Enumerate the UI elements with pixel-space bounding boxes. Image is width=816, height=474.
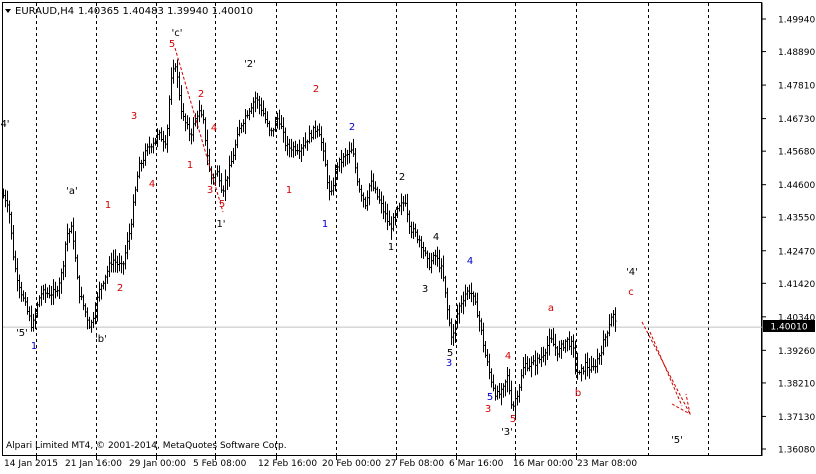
- wave-label[interactable]: 5: [487, 392, 493, 403]
- y-tick-label: 1.42470: [778, 247, 815, 257]
- wave-label[interactable]: '4': [626, 267, 638, 278]
- wave-label[interactable]: 4: [433, 232, 439, 243]
- x-tick-label: 23 Mar 08:00: [577, 459, 637, 469]
- current-price-tag: [763, 320, 815, 332]
- wave-label[interactable]: 1: [322, 219, 328, 230]
- wave-label[interactable]: 4: [211, 123, 217, 134]
- y-tick-label: 1.46730: [778, 115, 815, 125]
- y-tick-label: 1.41420: [778, 280, 815, 290]
- copyright-text: Alpari Limited MT4, © 2001-2014, MetaQuo…: [6, 441, 287, 451]
- projection-arrowhead: [671, 393, 691, 415]
- wave-label[interactable]: 5: [447, 348, 453, 359]
- current-price-label: 1.40010: [770, 323, 807, 333]
- x-tick-label: 6 Mar 16:00: [449, 459, 504, 469]
- y-tick-label: 1.38210: [778, 379, 815, 389]
- y-tick-label: 1.44600: [778, 181, 815, 191]
- x-tick-label: 5 Feb 08:00: [193, 459, 247, 469]
- ohlc-readout: 1.40365 1.40483 1.39940 1.40010: [78, 6, 253, 17]
- x-tick-label: 14 Jan 2015: [4, 459, 58, 469]
- wave-label[interactable]: 4: [149, 179, 155, 190]
- trendline-c-to-1[interactable]: [174, 47, 224, 213]
- wave-label[interactable]: 'a': [66, 186, 78, 197]
- x-tick-label: 27 Feb 08:00: [385, 459, 444, 469]
- wave-label[interactable]: 1: [286, 185, 292, 196]
- wave-label[interactable]: 2: [399, 172, 405, 183]
- y-tick-label: 1.43550: [778, 214, 815, 224]
- symbol-timeframe: EURAUD,H4: [15, 6, 74, 17]
- y-tick-label: 1.49940: [778, 16, 815, 26]
- wave-label[interactable]: 5: [169, 39, 175, 50]
- wave-label[interactable]: 1: [31, 341, 37, 352]
- wave-label[interactable]: a: [548, 303, 554, 314]
- wave-label[interactable]: c: [628, 287, 634, 298]
- x-tick-label: 21 Jan 16:00: [65, 459, 122, 469]
- wave-label[interactable]: 3: [131, 111, 137, 122]
- y-tick-label: 1.47810: [778, 82, 815, 92]
- wave-label[interactable]: '3': [501, 427, 513, 438]
- wave-label[interactable]: 4: [505, 351, 511, 362]
- projection-line-b[interactable]: [649, 331, 683, 407]
- y-tick-label: 1.37130: [778, 413, 815, 423]
- y-tick-label: 1.39260: [778, 347, 815, 357]
- wave-label[interactable]: 3: [422, 284, 428, 295]
- wave-label[interactable]: '5': [16, 328, 28, 339]
- y-tick-label: 1.36080: [778, 446, 815, 456]
- wave-label[interactable]: 4': [0, 119, 9, 130]
- wave-label[interactable]: 2: [349, 122, 355, 133]
- wave-label[interactable]: '2': [244, 59, 256, 70]
- wave-label[interactable]: 5: [510, 414, 516, 425]
- wave-label[interactable]: 1: [187, 160, 193, 171]
- wave-label[interactable]: 'c': [172, 28, 183, 39]
- wave-label[interactable]: 5: [219, 199, 225, 210]
- projection-line-a[interactable]: [641, 321, 691, 415]
- wave-label[interactable]: 3: [207, 185, 213, 196]
- wave-label[interactable]: '5': [671, 435, 683, 446]
- wave-label[interactable]: 1: [105, 200, 111, 211]
- wave-label[interactable]: 2: [198, 89, 204, 100]
- wave-label[interactable]: 1: [388, 242, 394, 253]
- x-tick-label: 20 Feb 00:00: [322, 459, 381, 469]
- y-tick-label: 1.48890: [778, 48, 815, 58]
- wave-label[interactable]: 3: [485, 404, 491, 415]
- chart-menu-dropdown-icon[interactable]: [5, 9, 11, 13]
- plot-frame: [2, 2, 762, 456]
- wave-label[interactable]: 2: [117, 283, 123, 294]
- y-tick-label: 1.45680: [778, 148, 815, 158]
- y-tick-label: 1.40340: [778, 313, 815, 323]
- x-tick-label: 16 Mar 00:00: [513, 459, 573, 469]
- wave-label[interactable]: 1': [216, 219, 225, 230]
- wave-label[interactable]: 2: [313, 84, 319, 95]
- x-tick-label: 12 Feb 16:00: [258, 459, 317, 469]
- wave-label[interactable]: 4: [467, 256, 473, 267]
- wave-label[interactable]: 'b': [95, 334, 107, 345]
- wave-label[interactable]: 3: [446, 358, 452, 369]
- wave-label[interactable]: b: [575, 388, 581, 399]
- x-tick-label: 29 Jan 00:00: [129, 459, 186, 469]
